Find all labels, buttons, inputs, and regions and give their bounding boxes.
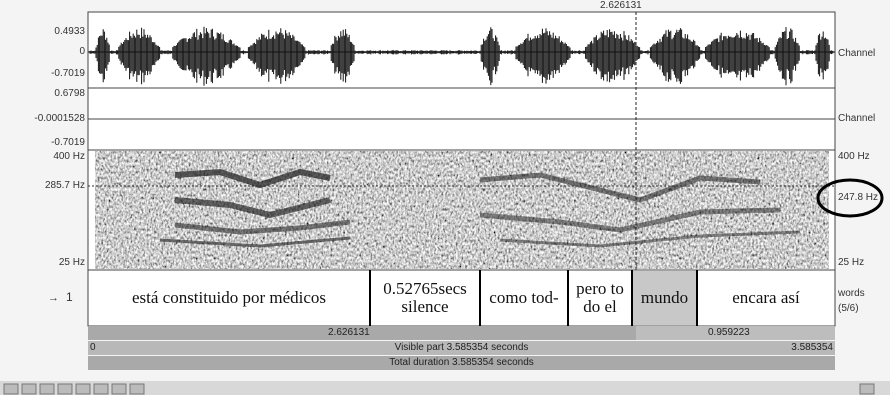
ch2-label: Channel — [838, 113, 875, 125]
ch1-zero: 0 — [79, 46, 85, 58]
toolbar-button[interactable] — [130, 384, 144, 394]
spec-right-top: 400 Hz — [838, 151, 870, 163]
toolbar-button[interactable] — [860, 384, 874, 394]
spec-right-bottom: 25 Hz — [838, 257, 864, 269]
ch1-label: Channel — [838, 48, 875, 60]
toolbar-button[interactable] — [76, 384, 90, 394]
toolbar-button[interactable] — [58, 384, 72, 394]
tier-name: words — [838, 288, 865, 300]
toolbar-button[interactable] — [40, 384, 54, 394]
interval-text[interactable]: 0.52765secs silence — [370, 272, 480, 324]
ch1-min: -0.7019 — [51, 68, 85, 80]
interval-text[interactable]: está constituido por médicos — [88, 272, 370, 324]
toolbar-button[interactable] — [22, 384, 36, 394]
total-bar-text[interactable]: Total duration 3.585354 seconds — [88, 356, 835, 370]
visible-label: Visible part 3.585354 seconds — [88, 341, 835, 355]
spec-cursor: 285.7 Hz — [45, 180, 85, 192]
tier-number: 1 — [66, 291, 73, 303]
toolbar-button[interactable] — [4, 384, 18, 394]
toolbar-button[interactable] — [112, 384, 126, 394]
selection-bar-text[interactable]: 2.626131 0.959223 — [88, 326, 835, 340]
interval-text[interactable]: como tod- — [480, 272, 568, 324]
spec-right-cursor: 247.8 Hz — [838, 192, 878, 204]
interval-text[interactable]: mundo — [632, 272, 697, 324]
ch1-max: 0.4933 — [54, 26, 85, 38]
ch2-min: -0.7019 — [51, 137, 85, 149]
interval-text[interactable]: pero to do el — [568, 272, 632, 324]
ch2-mid: -0.0001528 — [34, 113, 85, 125]
selection-left: 2.626131 — [328, 326, 370, 340]
toolbar-button[interactable] — [94, 384, 108, 394]
cursor-time: 2.626131 — [600, 0, 642, 12]
visible-bar-text[interactable]: 0 Visible part 3.585354 seconds 3.585354 — [88, 341, 835, 355]
praat-window: 2.626131 0.4933 0 -0.7019 0.6798 -0.0001… — [0, 0, 890, 395]
selection-right: 0.959223 — [708, 326, 750, 340]
spec-bottom: 25 Hz — [59, 257, 85, 269]
visible-end: 3.585354 — [791, 341, 833, 355]
tier-count: (5/6) — [838, 303, 859, 315]
tier-arrow[interactable]: → — [48, 292, 59, 304]
spec-top: 400 Hz — [53, 151, 85, 163]
ch2-max: 0.6798 — [54, 88, 85, 100]
interval-text[interactable]: encara así — [697, 272, 835, 324]
